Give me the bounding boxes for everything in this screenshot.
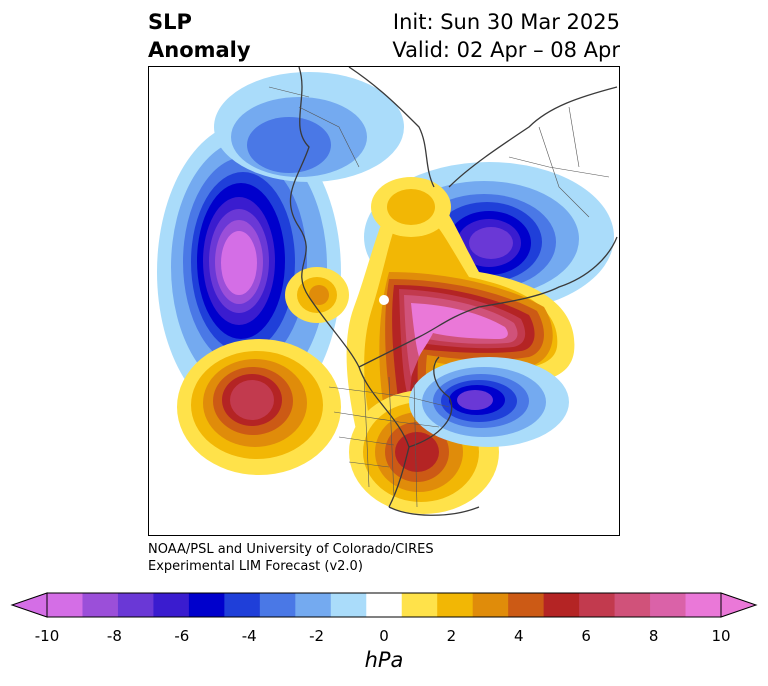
colorbar-segment bbox=[224, 593, 261, 617]
colorbar-segment bbox=[472, 593, 509, 617]
title-line-1: SLP bbox=[148, 10, 192, 34]
colorbar-tick-label: 2 bbox=[446, 627, 457, 645]
colorbar-segment bbox=[401, 593, 438, 617]
init-date: Init: Sun 30 Mar 2025 bbox=[392, 10, 620, 34]
colorbar-tick-label: 8 bbox=[648, 627, 659, 645]
colorbar-segment bbox=[47, 593, 83, 617]
negative-anomaly-siberia bbox=[214, 72, 404, 182]
colorbar-segment bbox=[188, 593, 225, 617]
colorbar-max-extend bbox=[720, 592, 758, 618]
title-line-2: Anomaly bbox=[148, 38, 251, 62]
colorbar-segment bbox=[259, 593, 296, 617]
colorbar-segment bbox=[437, 593, 474, 617]
map-canvas bbox=[157, 67, 618, 516]
political-borders bbox=[268, 86, 610, 508]
colorbar-tick-label: 4 bbox=[514, 627, 524, 645]
colorbar-ticks: -10 -8 -6 -4 -2 0 2 4 6 8 10 bbox=[0, 627, 768, 647]
colorbar-segment bbox=[117, 593, 154, 617]
valid-range: Valid: 02 Apr – 08 Apr bbox=[392, 38, 620, 62]
colorbar-min-extend bbox=[10, 592, 48, 618]
negative-anomaly-north-atlantic bbox=[409, 357, 569, 447]
colorbar-tick-label: 0 bbox=[379, 627, 389, 645]
colorbar-segment bbox=[295, 593, 332, 617]
colorbar-outline bbox=[46, 592, 722, 618]
colorbar-tick-label: -6 bbox=[174, 627, 190, 645]
colorbar-segment bbox=[508, 593, 545, 617]
colorbar-tick-label: -4 bbox=[241, 627, 257, 645]
colorbar-tick-label: 6 bbox=[581, 627, 591, 645]
north-pole-marker bbox=[379, 295, 389, 305]
colorbar-segment bbox=[153, 593, 190, 617]
colorbar-segment bbox=[82, 593, 119, 617]
positive-anomaly-east-pacific bbox=[177, 339, 341, 475]
anomaly-map bbox=[148, 66, 620, 536]
map-title: SLP Anomaly bbox=[148, 8, 251, 64]
colorbar-segment bbox=[543, 593, 580, 617]
colorbar-segment bbox=[685, 593, 722, 617]
colorbar-tick-label: 10 bbox=[711, 627, 731, 645]
colorbar-segment bbox=[614, 593, 651, 617]
colorbar-segment bbox=[579, 593, 616, 617]
colorbar-segment bbox=[330, 593, 367, 617]
colorbar-tick-label: -10 bbox=[34, 627, 60, 645]
credit-line-2: Experimental LIM Forecast (v2.0) bbox=[148, 559, 363, 574]
colorbar-segment bbox=[650, 593, 687, 617]
coastlines bbox=[289, 67, 618, 516]
credit-line-1: NOAA/PSL and University of Colorado/CIRE… bbox=[148, 542, 434, 557]
credit-text: NOAA/PSL and University of Colorado/CIRE… bbox=[148, 541, 434, 575]
forecast-dates: Init: Sun 30 Mar 2025 Valid: 02 Apr – 08… bbox=[392, 8, 620, 64]
strong-negative-anomaly-north-pacific bbox=[157, 122, 341, 422]
positive-anomaly-arctic-cap bbox=[371, 177, 451, 237]
colorbar-svg bbox=[10, 592, 758, 618]
colorbar-tick-label: -8 bbox=[106, 627, 122, 645]
positive-anomaly-alaska bbox=[285, 267, 349, 323]
colorbar-tick-label: -2 bbox=[309, 627, 325, 645]
colorbar bbox=[0, 585, 768, 625]
colorbar-units: hPa bbox=[364, 648, 404, 672]
colorbar-segment bbox=[366, 593, 403, 617]
